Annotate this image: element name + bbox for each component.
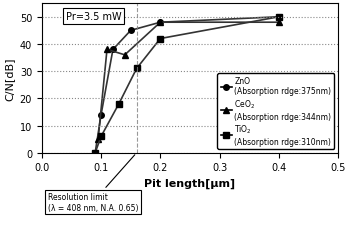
Legend: ZnO
(Absorption rdge:375nm), CeO$_2$
(Absorption rdge:344nm), TiO$_2$
(Absorptio: ZnO (Absorption rdge:375nm), CeO$_2$ (Ab… xyxy=(217,74,334,149)
Text: Pr=3.5 mW: Pr=3.5 mW xyxy=(65,12,121,22)
Text: Resolution limit
(λ = 408 nm, N.A. 0.65): Resolution limit (λ = 408 nm, N.A. 0.65) xyxy=(48,155,138,211)
X-axis label: Pit length[μm]: Pit length[μm] xyxy=(145,178,236,188)
Y-axis label: C/N[dB]: C/N[dB] xyxy=(4,57,14,100)
